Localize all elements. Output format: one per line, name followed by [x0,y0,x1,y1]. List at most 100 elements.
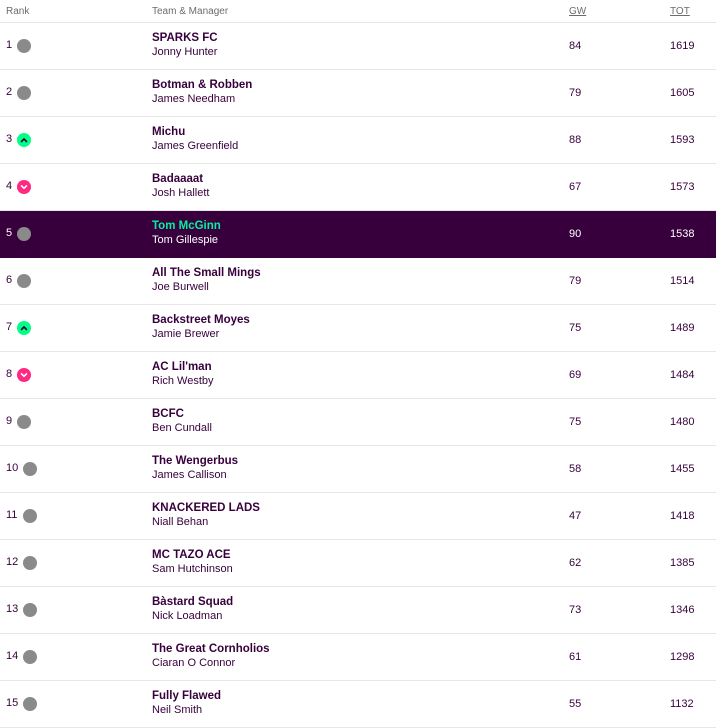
gameweek-points: 75 [569,322,582,334]
gameweek-points: 67 [569,181,582,193]
manager-name: Niall Behan [152,516,209,528]
gameweek-points: 73 [569,604,582,616]
rank-number: 4 [6,180,13,192]
total-points: 1593 [670,134,695,146]
no-change-icon [17,39,31,53]
manager-name: Neil Smith [152,704,203,716]
team-name-link[interactable]: KNACKERED LADS [152,502,260,514]
team-name-link[interactable]: AC Lil'man [152,361,212,373]
total-points: 1538 [670,228,695,240]
rank-number: 14 [6,650,19,662]
total-points: 1298 [670,651,695,663]
table-row[interactable]: 13 Bàstard Squad Nick Loadman 73 1346 [0,587,716,634]
rank-number: 7 [6,321,13,333]
team-name-link[interactable]: MC TAZO ACE [152,549,231,561]
no-change-icon [23,697,37,711]
gameweek-points: 75 [569,416,582,428]
no-change-icon [17,86,31,100]
total-points: 1385 [670,557,695,569]
total-points: 1489 [670,322,695,334]
manager-name: Ciaran O Connor [152,657,236,669]
rank-number: 9 [6,415,13,427]
gameweek-points: 90 [569,228,582,240]
table-row[interactable]: 10 The Wengerbus James Callison 58 1455 [0,446,716,493]
gameweek-points: 69 [569,369,582,381]
manager-name: Jamie Brewer [152,328,220,340]
rank-number: 11 [6,509,18,521]
manager-name: Nick Loadman [152,610,223,622]
manager-name: Josh Hallett [152,187,210,199]
table-row[interactable]: 9 BCFC Ben Cundall 75 1480 [0,399,716,446]
no-change-icon [23,509,37,523]
table-row[interactable]: 1 SPARKS FC Jonny Hunter 84 1619 [0,23,716,70]
total-points: 1514 [670,275,695,287]
manager-name: Jonny Hunter [152,46,218,58]
gameweek-points: 47 [569,510,582,522]
no-change-icon [23,462,37,476]
table-header: Rank Team & Manager GW TOT [0,0,716,23]
gameweek-points: 55 [569,698,582,710]
manager-name: Ben Cundall [152,422,212,434]
rank-number: 12 [6,556,19,568]
tot-column-header[interactable]: TOT [670,6,690,17]
gameweek-points: 84 [569,40,582,52]
team-name-link[interactable]: Fully Flawed [152,690,222,702]
up-arrow-icon [17,321,31,335]
table-row[interactable]: 8 AC Lil'man Rich Westby 69 1484 [0,352,716,399]
team-name-link[interactable]: Michu [152,126,186,138]
gameweek-points: 62 [569,557,582,569]
manager-name: James Callison [152,469,227,481]
table-row[interactable]: 14 The Great Cornholios Ciaran O Connor 61 1… [0,634,716,681]
manager-name: James Needham [152,93,236,105]
down-arrow-icon [17,180,31,194]
total-points: 1484 [670,369,695,381]
total-points: 1132 [670,698,694,710]
table-row[interactable]: 12 MC TAZO ACE Sam Hutchinson 62 1385 [0,540,716,587]
manager-name: Tom Gillespie [152,234,219,246]
no-change-icon [17,415,31,429]
table-row[interactable]: 11 KNACKERED LADS Niall Behan 47 1418 [0,493,716,540]
total-points: 1573 [670,181,695,193]
rank-number: 5 [6,227,13,239]
table-row[interactable]: 5 Tom McGinn Tom Gillespie 90 1538 [0,211,716,258]
rank-number: 13 [6,603,19,615]
total-points: 1418 [670,510,695,522]
total-points: 1605 [670,87,695,99]
gameweek-points: 58 [569,463,582,475]
no-change-icon [17,227,31,241]
rank-number: 1 [6,39,13,51]
no-change-icon [23,603,37,617]
team-name-link[interactable]: The Wengerbus [152,455,239,467]
team-name-link[interactable]: All The Small Mings [152,267,261,279]
manager-name: Joe Burwell [152,281,209,293]
table-row[interactable]: 4 Badaaaat Josh Hallett 67 1573 [0,164,716,211]
table-row[interactable]: 3 Michu James Greenfield 88 1593 [0,117,716,164]
team-name-link[interactable]: Bàstard Squad [152,596,234,608]
rank-number: 8 [6,368,13,380]
team-name-link[interactable]: Backstreet Moyes [152,314,250,326]
table-row[interactable]: 2 Botman & Robben James Needham 79 1605 [0,70,716,117]
team-name-link[interactable]: Badaaaat [152,173,204,185]
down-arrow-icon [17,368,31,382]
rank-number: 6 [6,274,13,286]
manager-name: Sam Hutchinson [152,563,233,575]
total-points: 1346 [670,604,695,616]
team-name-link[interactable]: SPARKS FC [152,32,218,44]
gw-column-header[interactable]: GW [569,6,587,17]
rank-number: 2 [6,86,13,98]
total-points: 1455 [670,463,695,475]
team-name-link[interactable]: The Great Cornholios [152,643,270,655]
table-body: 1 SPARKS FC Jonny Hunter 84 1619 2 Botman & Ro… [0,23,716,728]
rank-number: 3 [6,133,13,145]
team-manager-column-header: Team & Manager [152,6,229,17]
team-name-link[interactable]: Tom McGinn [152,220,221,232]
team-name-link[interactable]: Botman & Robben [152,79,253,91]
gameweek-points: 88 [569,134,582,146]
rank-column-header: Rank [6,6,30,17]
team-name-link[interactable]: BCFC [152,408,184,420]
table-row[interactable]: 6 All The Small Mings Joe Burwell 79 1514 [0,258,716,305]
table-row[interactable]: 7 Backstreet Moyes Jamie Brewer 75 1489 [0,305,716,352]
manager-name: Rich Westby [152,375,214,387]
no-change-icon [23,650,37,664]
rank-number: 10 [6,462,19,474]
